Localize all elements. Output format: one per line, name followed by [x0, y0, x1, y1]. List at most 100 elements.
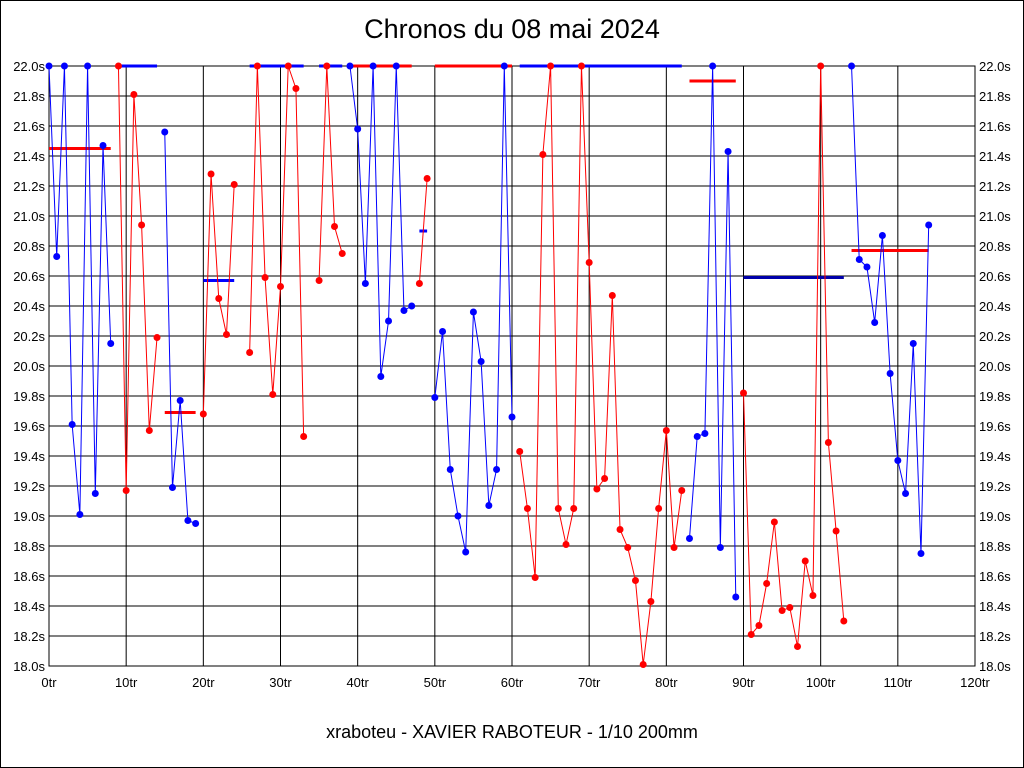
data-point — [724, 148, 732, 155]
y-tick-label-left: 18.4s — [13, 599, 45, 614]
x-tick-label: 20tr — [192, 675, 215, 690]
y-tick-label-right: 22.0s — [979, 59, 1011, 74]
data-point — [60, 62, 68, 70]
data-point — [408, 302, 416, 310]
y-tick-label-right: 18.2s — [979, 629, 1011, 644]
data-point — [91, 490, 99, 497]
y-tick-label-right: 19.8s — [979, 389, 1011, 404]
data-point — [570, 505, 578, 512]
data-point — [192, 520, 200, 527]
data-point — [168, 484, 176, 491]
data-point — [323, 62, 331, 70]
data-point — [161, 128, 169, 136]
data-point — [377, 373, 385, 380]
data-point — [809, 592, 817, 599]
data-point — [277, 283, 284, 290]
x-tick-label: 10tr — [115, 675, 138, 690]
data-point — [354, 125, 362, 133]
data-point — [886, 370, 894, 377]
y-tick-label-right: 20.4s — [979, 299, 1011, 314]
data-point — [207, 170, 215, 178]
data-point — [400, 307, 408, 314]
y-tick-label-left: 21.8s — [13, 89, 45, 104]
data-point — [99, 142, 107, 149]
data-point — [385, 317, 393, 325]
data-point — [709, 62, 717, 70]
y-tick-label-left: 18.6s — [13, 569, 45, 584]
data-point — [732, 593, 740, 601]
data-point — [269, 391, 277, 398]
data-point — [176, 397, 184, 404]
data-point — [114, 62, 122, 70]
data-point — [361, 280, 369, 287]
data-point — [747, 631, 755, 638]
y-tick-label-right: 21.0s — [979, 209, 1011, 224]
series-line — [688, 65, 737, 598]
y-tick-label-left: 20.0s — [13, 359, 45, 374]
y-tick-label-left: 19.8s — [13, 389, 45, 404]
data-point — [107, 340, 115, 347]
y-tick-label-left: 20.4s — [13, 299, 45, 314]
y-tick-label-left: 21.4s — [13, 149, 45, 164]
data-point — [145, 427, 153, 434]
data-point — [554, 505, 562, 512]
x-tick-label: 60tr — [501, 675, 524, 690]
data-point — [516, 448, 524, 455]
y-tick-label-left: 21.6s — [13, 119, 45, 134]
y-tick-label-left: 19.6s — [13, 419, 45, 434]
data-point — [76, 511, 84, 518]
data-point — [647, 598, 655, 605]
y-tick-label-right: 21.4s — [979, 149, 1011, 164]
y-tick-label-left: 21.2s — [13, 179, 45, 194]
data-point — [84, 62, 92, 70]
y-tick-label-left: 19.4s — [13, 449, 45, 464]
x-tick-label: 50tr — [424, 675, 447, 690]
x-tick-label: 30tr — [269, 675, 292, 690]
data-point — [840, 617, 848, 625]
data-point — [454, 512, 462, 520]
data-point — [547, 62, 555, 70]
y-tick-label-right: 21.6s — [979, 119, 1011, 134]
data-point — [531, 574, 539, 581]
y-tick-label-right: 18.4s — [979, 599, 1011, 614]
data-point — [786, 604, 794, 611]
data-point — [824, 439, 832, 446]
data-point — [439, 328, 447, 335]
data-point — [662, 427, 670, 434]
data-point — [130, 91, 138, 98]
y-tick-label-right: 18.6s — [979, 569, 1011, 584]
data-point — [685, 535, 693, 542]
data-point — [832, 527, 840, 535]
data-point — [902, 490, 910, 497]
data-point — [925, 221, 933, 229]
series-line — [164, 131, 196, 524]
y-tick-label-right: 19.4s — [979, 449, 1011, 464]
data-point — [462, 548, 470, 556]
y-tick-label-left: 19.2s — [13, 479, 45, 494]
y-tick-label-right: 18.0s — [979, 659, 1011, 674]
data-point — [763, 580, 771, 587]
data-point — [871, 319, 879, 326]
data-point — [848, 62, 856, 70]
data-point — [631, 577, 639, 584]
data-point — [315, 277, 323, 284]
data-point — [68, 421, 76, 428]
data-point — [716, 544, 724, 551]
data-point — [138, 221, 146, 229]
data-point — [539, 151, 547, 158]
data-point — [778, 607, 786, 614]
chart-title: Chronos du 08 mai 2024 — [364, 14, 660, 44]
series-line — [249, 65, 305, 437]
data-point — [493, 466, 501, 473]
y-tick-label-left: 18.2s — [13, 629, 45, 644]
data-point — [153, 334, 161, 341]
data-point — [253, 62, 261, 70]
data-point — [794, 643, 802, 650]
data-point — [562, 541, 570, 548]
series-line — [519, 65, 683, 665]
y-tick-label-right: 20.2s — [979, 329, 1011, 344]
data-point — [917, 550, 925, 557]
series-line — [851, 65, 930, 554]
data-point — [500, 62, 508, 70]
